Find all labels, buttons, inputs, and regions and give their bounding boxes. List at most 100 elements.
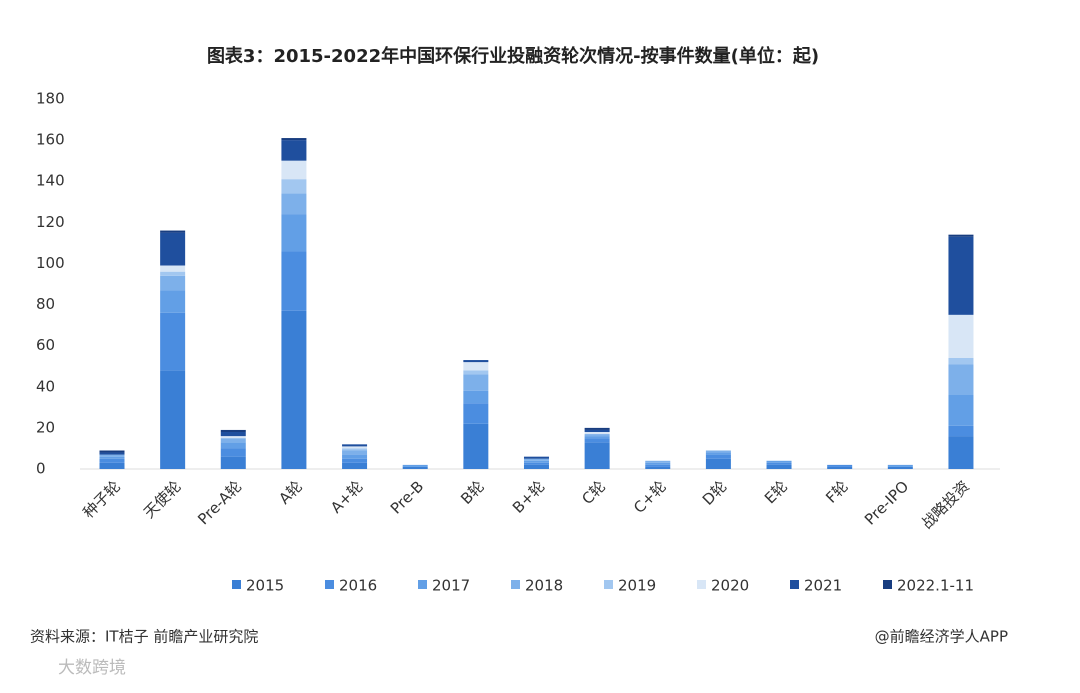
bar-segment [705,452,731,455]
bar-segment [281,179,307,194]
bar-segment [220,436,246,439]
bar-segment [705,450,731,453]
bar-segment [948,236,974,315]
bar-segment [342,446,368,449]
y-tick-label: 160 [36,131,65,149]
y-tick-label: 100 [36,254,65,272]
bar-segment [584,434,610,437]
legend-swatch [325,580,334,589]
legend-swatch [790,580,799,589]
bar-segment [584,442,610,469]
bar-segment [402,466,428,469]
legend-swatch [604,580,613,589]
bar-segment [766,462,792,465]
bar-segment [948,425,974,437]
bar-segment [402,464,428,467]
bar-segment [645,462,671,465]
y-tick-label: 140 [36,172,65,190]
bar-segment [342,444,368,447]
bar-segment [887,466,913,469]
legend-swatch [418,580,427,589]
bar-segment [281,160,307,180]
bar-segment [584,432,610,435]
bar-segment [584,436,610,439]
bar-segment [705,458,731,469]
bar-segment [281,214,307,252]
bar-segment [523,462,549,465]
bar-segment [645,466,671,469]
source: 资料来源：IT桔子 前瞻产业研究院 [30,628,258,646]
bar-segment [160,271,186,276]
bar-segment [523,464,549,469]
chart-title: 图表3：2015-2022年中国环保行业投融资轮次情况-按事件数量(单位：起) [207,45,819,67]
bar-segment [99,450,125,453]
credit: @前瞻经济学人APP [875,628,1008,646]
bar-segment [160,232,186,266]
y-tick-label: 120 [36,213,65,231]
y-tick-label: 20 [36,418,55,436]
legend-label: 2019 [618,577,656,595]
legend-label: 2021 [804,577,842,595]
bar-segment [827,466,853,469]
bar-segment [948,364,974,395]
bar-segment [99,454,125,457]
bar-segment [220,448,246,457]
bar-segment [584,429,610,432]
bar-segment [948,358,974,365]
bar-segment [281,251,307,311]
bar-segment [948,395,974,426]
y-tick-label: 80 [36,295,55,313]
y-tick-label: 180 [36,90,65,108]
bar-segment [523,460,549,463]
bar-segment [160,312,186,371]
bar-segment [342,448,368,451]
bar-segment [342,454,368,459]
bar-segment [220,456,246,469]
legend-label: 2020 [711,577,749,595]
bar-segment [766,464,792,469]
bar-segment [220,442,246,449]
bar-segment [160,275,186,291]
bar-segment [281,138,307,141]
bar-segment [948,314,974,358]
bar-segment [220,429,246,432]
legend-swatch [883,580,892,589]
bar-segment [99,456,125,459]
bar-segment [160,265,186,272]
legend-swatch [697,580,706,589]
bar-segment [463,370,489,375]
legend-label: 2016 [339,577,377,595]
legend-swatch [511,580,520,589]
bar-segment [827,464,853,467]
y-tick-label: 0 [36,460,46,478]
bar-segment [645,464,671,467]
bar-segment [523,456,549,459]
bar-segment [463,374,489,391]
watermark: 大数跨境 [58,658,126,678]
legend-label: 2018 [525,577,563,595]
bar-segment [281,140,307,161]
bar-segment [99,452,125,455]
bar-segment [281,193,307,215]
bar-segment [705,454,731,459]
bar-segment [463,390,489,404]
bar-segment [463,362,489,371]
bar-segment [342,458,368,463]
bar-segment [99,458,125,463]
bar-segment [584,427,610,430]
bar-segment [342,462,368,469]
bar-segment [766,460,792,463]
bar-segment [281,310,307,469]
bar-segment [948,234,974,237]
bar-segment [342,450,368,455]
bar-segment [948,436,974,469]
legend-swatch [232,580,241,589]
bar-segment [160,370,186,469]
bar-segment [645,460,671,463]
bar-segment [220,438,246,443]
bar-segment [584,438,610,443]
bar-segment [160,230,186,233]
bar-segment [99,462,125,469]
bar-segment [463,360,489,363]
